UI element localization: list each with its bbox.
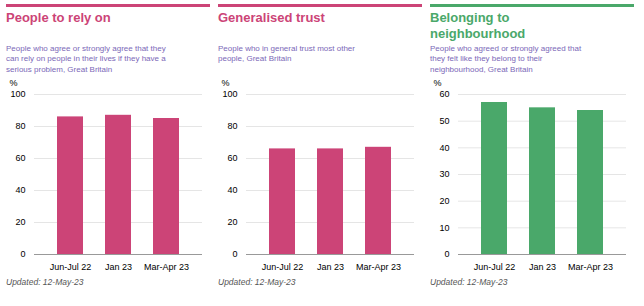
svg-text:0: 0 <box>20 249 25 259</box>
svg-text:Mar-Apr 23: Mar-Apr 23 <box>144 262 189 272</box>
svg-text:40: 40 <box>15 185 25 195</box>
svg-text:0: 0 <box>444 249 449 259</box>
html-text:Generalised trust: Generalised trust <box>218 10 325 25</box>
html-text:Belonging to neighbourhood: Belonging to neighbourhood <box>430 10 526 41</box>
svg-text:60: 60 <box>227 153 237 163</box>
html-text:People who in general trust mo: People who in general trust most other p… <box>218 44 355 64</box>
svg-text:20: 20 <box>15 217 25 227</box>
html-text:People to rely on: People to rely on <box>6 10 111 25</box>
html-text:Updated: 12-May-23: Updated: 12-May-23 <box>218 277 296 287</box>
svg-text:10: 10 <box>439 223 449 233</box>
svg-text:40: 40 <box>227 185 237 195</box>
svg-text:20: 20 <box>439 196 449 206</box>
svg-text:60: 60 <box>15 153 25 163</box>
html-text:People who agree or strongly a: People who agree or strongly agree that … <box>6 44 166 74</box>
svg-text:%: % <box>222 78 230 88</box>
svg-text:80: 80 <box>227 121 237 131</box>
html-text:Updated: 12-May-23: Updated: 12-May-23 <box>6 277 84 287</box>
svg-text:60: 60 <box>439 89 449 99</box>
svg-text:Jun-Jul 22: Jun-Jul 22 <box>474 262 516 272</box>
svg-text:%: % <box>10 78 18 88</box>
svg-text:80: 80 <box>15 121 25 131</box>
svg-text:100: 100 <box>222 89 237 99</box>
svg-text:Jan 23: Jan 23 <box>317 262 344 272</box>
svg-text:20: 20 <box>227 217 237 227</box>
svg-text:30: 30 <box>439 169 449 179</box>
svg-text:Jun-Jul 22: Jun-Jul 22 <box>50 262 92 272</box>
svg-text:Mar-Apr 23: Mar-Apr 23 <box>356 262 401 272</box>
svg-text:%: % <box>434 78 442 88</box>
svg-text:100: 100 <box>10 89 25 99</box>
svg-text:Jan 23: Jan 23 <box>529 262 556 272</box>
svg-text:40: 40 <box>439 143 449 153</box>
svg-text:Jun-Jul 22: Jun-Jul 22 <box>262 262 304 272</box>
html-text:People who agreed or strongly: People who agreed or strongly agreed tha… <box>430 44 582 74</box>
svg-text:Jan 23: Jan 23 <box>105 262 132 272</box>
svg-text:50: 50 <box>439 116 449 126</box>
html-text:Updated: 12-May-23: Updated: 12-May-23 <box>430 277 508 287</box>
svg-text:0: 0 <box>232 249 237 259</box>
svg-text:Mar-Apr 23: Mar-Apr 23 <box>568 262 613 272</box>
